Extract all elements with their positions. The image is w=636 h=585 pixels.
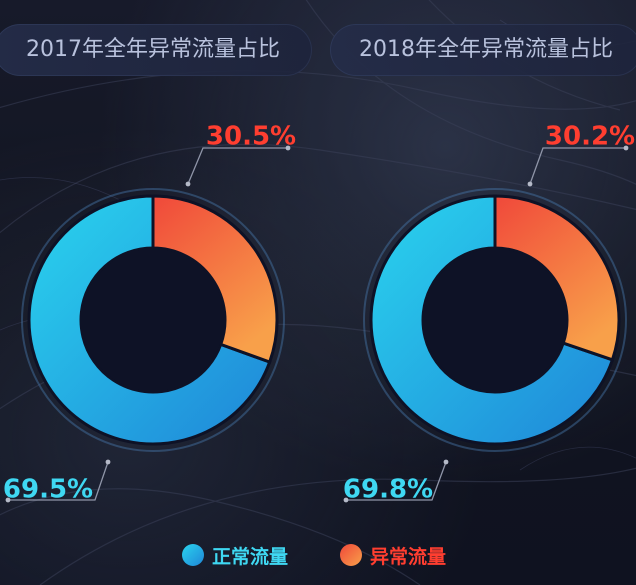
donut-hole: [424, 249, 566, 391]
leader-line-normal-dot: [5, 497, 11, 503]
leader-line-normal: [346, 461, 447, 501]
circle-dot-icon: [182, 544, 204, 566]
legend-label-abnormal: 异常流量: [370, 545, 447, 568]
donut-chart-2018: 30.2% 69.8%: [343, 122, 635, 505]
donut-hole: [82, 249, 224, 391]
legend-label-normal: 正常流量: [212, 545, 289, 568]
data-label-abnormal: 30.2%: [545, 122, 635, 152]
leader-line-abnormal: [187, 147, 288, 185]
legend-item-abnormal: 异常流量: [340, 540, 446, 570]
legend-item-normal: 正常流量: [182, 540, 288, 570]
leader-line-abnormal-dot: [285, 145, 291, 151]
chart-legend: 正常流量 异常流量: [0, 540, 636, 570]
data-label-normal: 69.5%: [3, 475, 93, 505]
circle-dot-icon: [340, 544, 362, 566]
leader-line-normal-dot: [443, 459, 449, 465]
chart-title-2018: 2018年全年异常流量占比: [330, 24, 636, 76]
data-label-normal: 69.8%: [343, 475, 433, 505]
donut-outer-ring: [21, 188, 285, 452]
donut-slice-normal: [27, 194, 272, 446]
leader-line-normal: [8, 461, 109, 501]
leader-line-abnormal-dot: [527, 181, 533, 187]
chart-title-2017: 2017年全年异常流量占比: [0, 24, 312, 76]
leader-line-abnormal-dot: [185, 181, 191, 187]
leader-line-normal-dot: [343, 497, 349, 503]
donut-slice-normal: [369, 194, 615, 446]
data-label-abnormal: 30.5%: [206, 122, 296, 152]
donut-chart-2017: 30.5% 69.5%: [3, 122, 296, 505]
donut-outer-ring: [363, 188, 627, 452]
leader-line-abnormal: [529, 147, 626, 185]
leader-line-normal-dot: [105, 459, 111, 465]
donut-slice-abnormal: [151, 194, 279, 364]
leader-line-abnormal-dot: [623, 145, 629, 151]
donut-slice-abnormal: [493, 194, 621, 362]
